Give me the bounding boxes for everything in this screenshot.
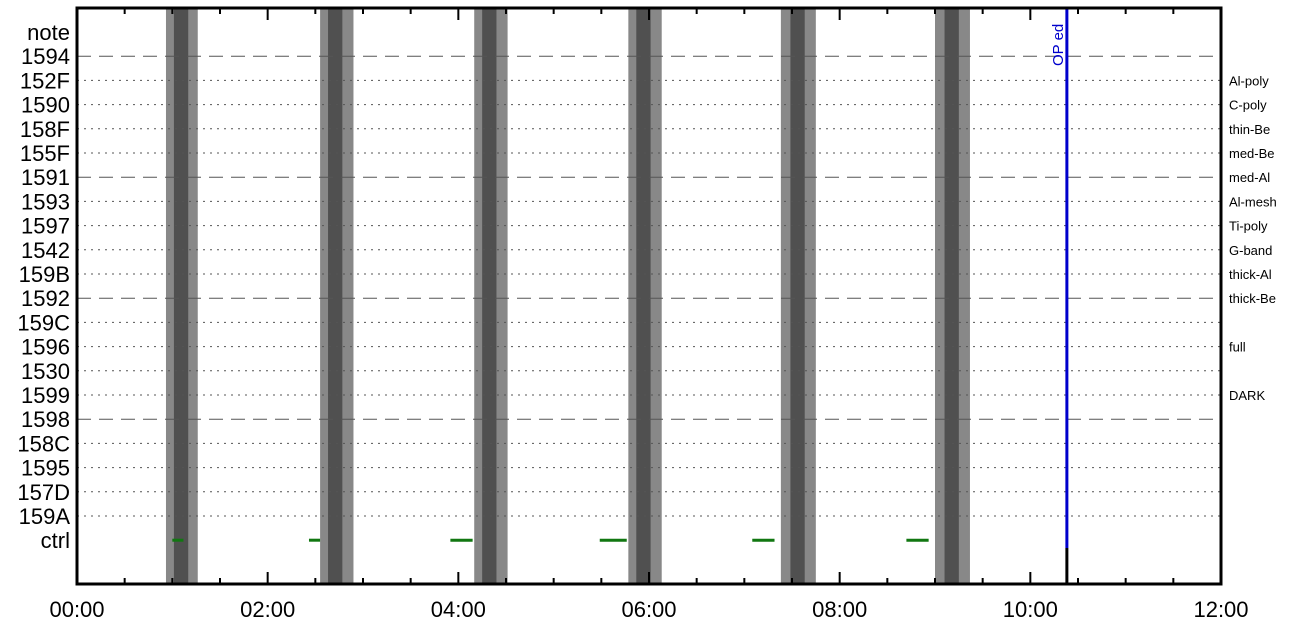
row-label-1595: 1595 [21, 456, 70, 481]
y-axis-labels: note1594152F1590158F155F1591159315971542… [17, 20, 70, 553]
x-label-1: 02:00 [240, 597, 295, 622]
row-gridlines [77, 55, 1221, 517]
row-label-1591: 1591 [21, 165, 70, 190]
filter-label-med-Be: med-Be [1229, 146, 1275, 161]
axis-ticks [76, 8, 1222, 584]
row-label-1530: 1530 [21, 359, 70, 384]
row-label-159A: 159A [19, 504, 71, 529]
x-label-3: 06:00 [621, 597, 676, 622]
row-label-ctrl: ctrl [41, 528, 70, 553]
filter-label-full: full [1229, 340, 1246, 355]
shaded-band-inner-1 [173, 8, 189, 584]
row-label-1593: 1593 [21, 189, 70, 214]
filter-labels: Al-poly C-poly thin-Be med-Be med-Al Al-mesh T… [1229, 73, 1277, 403]
row-label-157D: 157D [17, 480, 70, 505]
filter-label-Al-poly: Al-poly [1229, 73, 1269, 88]
row-label-158C: 158C [17, 431, 70, 456]
x-label-2: 04:00 [431, 597, 486, 622]
shaded-band-inner-5 [790, 8, 805, 584]
row-label-158F: 158F [20, 117, 70, 142]
row-label-1542: 1542 [21, 238, 70, 263]
row-label-1599: 1599 [21, 383, 70, 408]
row-label-152F: 152F [20, 68, 70, 93]
row-label-1590: 1590 [21, 93, 70, 118]
marker-label: OP ed [1050, 24, 1067, 66]
shaded-band-inner-6 [944, 8, 959, 584]
op-ed-marker: OP ed [1050, 8, 1069, 584]
filter-label-C-poly: C-poly [1229, 98, 1267, 113]
row-label-159C: 159C [17, 310, 70, 335]
x-label-4: 08:00 [812, 597, 867, 622]
row-label-159B: 159B [19, 262, 70, 287]
shaded-band-inner-4 [636, 8, 651, 584]
filter-label-thin-Be: thin-Be [1229, 122, 1270, 137]
filter-label-med-Al: med-Al [1229, 170, 1270, 185]
row-label-note: note [27, 20, 70, 45]
row-label-1592: 1592 [21, 286, 70, 311]
shaded-band-inner-3 [482, 8, 497, 584]
filter-label-thick-Be: thick-Be [1229, 291, 1276, 306]
row-label-155F: 155F [20, 141, 70, 166]
shaded-periods [165, 8, 970, 584]
filter-label-DARK: DARK [1229, 388, 1265, 403]
shaded-band-inner-2 [328, 8, 343, 584]
x-label-0: 00:00 [49, 597, 104, 622]
filter-label-Al-mesh: Al-mesh [1229, 194, 1277, 209]
row-label-1594: 1594 [21, 44, 70, 69]
row-label-1596: 1596 [21, 335, 70, 360]
filter-label-Ti-poly: Ti-poly [1229, 219, 1268, 234]
row-label-1597: 1597 [21, 214, 70, 239]
filter-label-thick-Al: thick-Al [1229, 267, 1272, 282]
x-axis-labels: 00:00 02:00 04:00 06:00 08:00 10:00 12:00 [49, 597, 1248, 622]
x-label-5: 10:00 [1003, 597, 1058, 622]
filter-label-G-band: G-band [1229, 243, 1272, 258]
row-label-1598: 1598 [21, 407, 70, 432]
x-label-6: 12:00 [1193, 597, 1248, 622]
